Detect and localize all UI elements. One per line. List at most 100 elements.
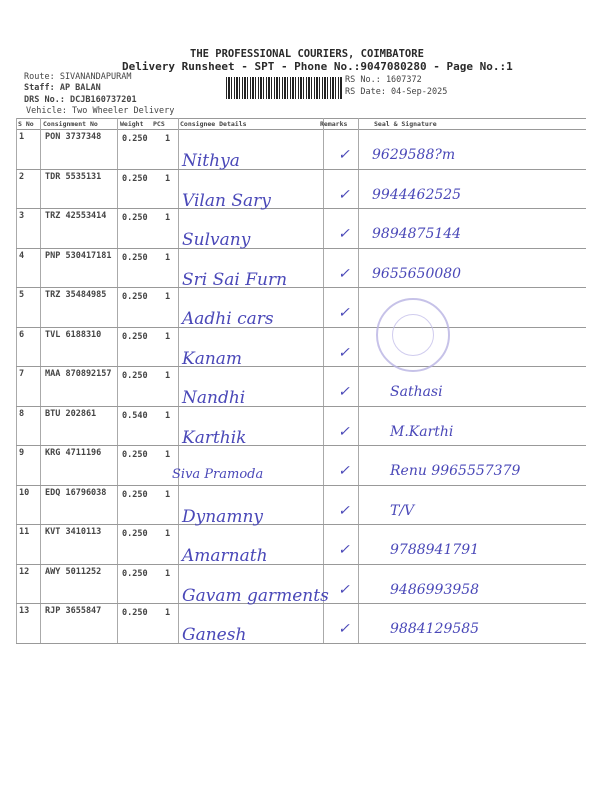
serial-number: 2 xyxy=(19,171,25,182)
weight: 0.250 xyxy=(122,252,148,263)
header-divider xyxy=(16,129,586,130)
remarks-tick: ✓ xyxy=(338,305,350,321)
column-header: PCS xyxy=(153,120,165,128)
row-divider xyxy=(16,642,586,644)
serial-number: 9 xyxy=(19,448,25,458)
pcs: 1 xyxy=(165,371,171,381)
remarks-tick: ✓ xyxy=(338,344,350,361)
weight: 0.540 xyxy=(122,410,148,421)
column-header: S No xyxy=(18,120,34,128)
seal-signature: Renu 9965557379 xyxy=(390,463,521,479)
consignment-number: KRG 4711196 xyxy=(45,448,102,458)
remarks-tick: ✓ xyxy=(338,147,350,163)
remarks-tick: ✓ xyxy=(338,502,350,519)
weight: 0.250 xyxy=(122,331,148,342)
consignee-signature: Gavam garments xyxy=(182,585,329,606)
row-divider xyxy=(16,484,586,486)
remarks-tick: ✓ xyxy=(338,542,350,558)
consignee-signature: Kanam xyxy=(182,348,243,369)
serial-number: 7 xyxy=(19,369,25,379)
column-divider xyxy=(178,118,179,643)
seal-signature: T/V xyxy=(390,502,415,519)
consignee-signature: Nithya xyxy=(182,151,240,171)
pcs: 1 xyxy=(165,608,171,618)
row-divider xyxy=(16,287,586,288)
weight: 0.250 xyxy=(122,371,148,381)
column-header: Consignee Details xyxy=(180,120,247,128)
consignment-number: TRZ 42553414 xyxy=(45,211,107,221)
column-header: Seal & Signature xyxy=(374,120,437,128)
pcs: 1 xyxy=(165,529,171,539)
consignment-number: MAA 870892157 xyxy=(45,369,112,379)
consignee-signature: Sri Sai Furn xyxy=(182,269,288,290)
consignment-number: TDR 5535131 xyxy=(45,171,102,182)
row-divider xyxy=(16,168,586,170)
company-name: THE PROFESSIONAL COURIERS, COIMBATORE xyxy=(190,48,424,60)
weight: 0.250 xyxy=(122,134,148,144)
row-divider xyxy=(16,326,586,328)
consignee-signature: Dynamny xyxy=(182,506,263,527)
column-header: Weight xyxy=(120,120,144,128)
weight: 0.250 xyxy=(122,529,148,539)
pcs: 1 xyxy=(165,410,171,421)
consignment-number: KVT 3410113 xyxy=(45,527,102,537)
rs-date: RS Date: 04-Sep-2025 xyxy=(345,87,448,97)
remarks-tick: ✓ xyxy=(338,621,350,637)
seal-signature: 9788941791 xyxy=(390,542,480,558)
seal-signature: 9944462525 xyxy=(372,186,462,203)
remarks-tick: ✓ xyxy=(338,463,350,479)
row-divider xyxy=(16,247,586,249)
consignee-signature: Vilan Sary xyxy=(182,190,271,211)
row-divider xyxy=(16,524,586,525)
serial-number: 5 xyxy=(19,290,25,300)
weight: 0.250 xyxy=(122,608,148,618)
pcs: 1 xyxy=(165,134,171,144)
pcs: 1 xyxy=(165,292,171,302)
serial-number: 10 xyxy=(19,487,30,498)
weight: 0.250 xyxy=(122,450,148,460)
column-divider xyxy=(40,118,41,643)
consignment-number: TVL 6188310 xyxy=(45,329,102,340)
runsheet-subtitle: Delivery Runsheet - SPT - Phone No.:9047… xyxy=(122,60,513,73)
row-divider xyxy=(16,405,586,407)
consignment-number: RJP 3655847 xyxy=(45,606,102,616)
serial-number: 1 xyxy=(19,132,25,142)
consignment-number: PON 3737348 xyxy=(45,132,102,142)
pcs: 1 xyxy=(165,213,171,223)
barcode xyxy=(226,77,342,99)
weight: 0.250 xyxy=(122,489,148,500)
weight: 0.250 xyxy=(122,568,148,579)
seal-signature: 9486993958 xyxy=(390,581,480,598)
serial-number: 4 xyxy=(19,250,25,261)
consignee-signature: Sulvany xyxy=(182,230,251,250)
seal-signature: M.Karthi xyxy=(390,423,454,440)
drs-number: DRS No.: DCJB160737201 xyxy=(24,95,137,105)
vehicle: Vehicle: Two Wheeler Delivery xyxy=(26,106,175,116)
seal-signature: 9894875144 xyxy=(372,226,462,242)
column-divider xyxy=(358,118,359,643)
seal-signature: 9629588?m xyxy=(372,147,456,163)
pcs: 1 xyxy=(165,489,171,500)
consignee-signature: Karthik xyxy=(182,427,247,448)
remarks-tick: ✓ xyxy=(338,265,350,282)
consignment-number: EDQ 16796038 xyxy=(45,487,107,498)
weight: 0.250 xyxy=(122,173,148,184)
row-divider xyxy=(16,366,586,367)
serial-number: 13 xyxy=(19,606,30,616)
consignment-number: AWY 5011252 xyxy=(45,566,102,577)
serial-number: 8 xyxy=(19,408,25,419)
remarks-tick: ✓ xyxy=(338,226,350,242)
seal-signature: 9655650080 xyxy=(372,265,462,282)
consignee-signature: Ganesh xyxy=(182,625,247,645)
serial-number: 6 xyxy=(19,329,25,340)
row-divider xyxy=(16,445,586,446)
consignment-number: BTU 202861 xyxy=(45,408,97,419)
row-divider xyxy=(16,563,586,565)
remarks-tick: ✓ xyxy=(338,581,350,598)
company-stamp xyxy=(376,298,450,372)
seal-signature: 9884129585 xyxy=(390,621,480,637)
rs-number: RS No.: 1607372 xyxy=(345,75,422,85)
column-header: Consignment No xyxy=(43,120,98,128)
consignee-signature: Aadhi cars xyxy=(182,309,274,329)
column-divider xyxy=(323,118,324,643)
